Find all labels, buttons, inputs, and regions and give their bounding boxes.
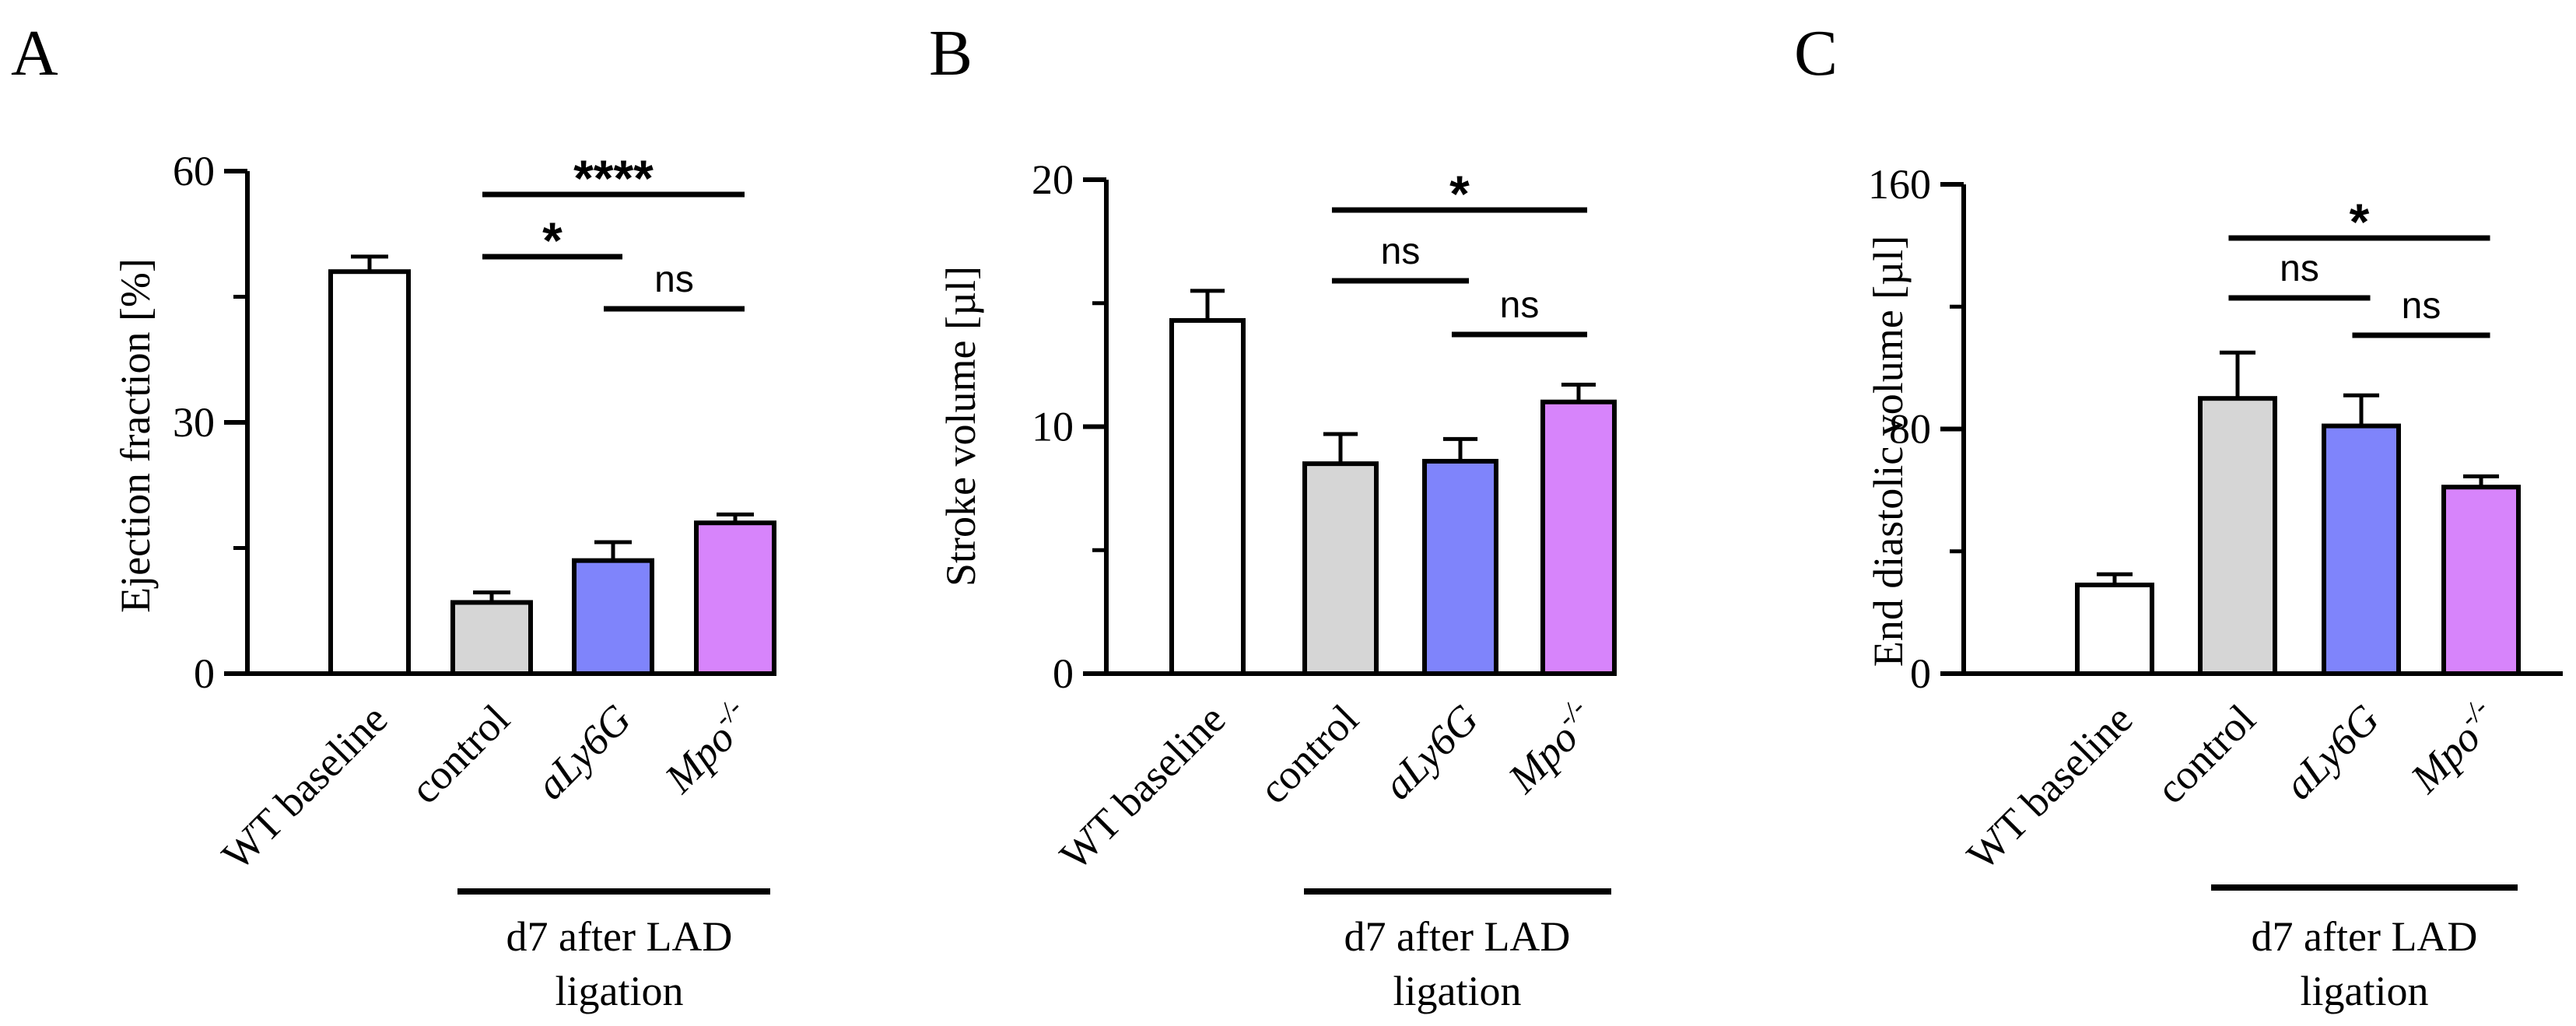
panel-letter: A (11, 17, 58, 89)
category-label: control (401, 695, 519, 813)
bar (2198, 396, 2277, 676)
category-label: aLy6G (1374, 695, 1487, 808)
panel-b: B 0 10 20 Stroke volume [µl] WT baseline contr… (929, 17, 1617, 1014)
y-tick-label: 30 (173, 399, 215, 446)
category-label: aLy6G (2275, 695, 2388, 808)
significance-label: ns (1381, 231, 1421, 272)
group-label-line1: d7 after LAD (2252, 913, 2478, 960)
bar (694, 520, 776, 677)
y-tick-label: 10 (1032, 404, 1074, 450)
y-tick-label: 0 (194, 650, 215, 697)
bar (1302, 461, 1379, 676)
category-label: control (2147, 695, 2265, 813)
bar (1169, 317, 1246, 676)
category-label: WT baseline (213, 695, 397, 879)
category-label: Mpo-/- (652, 692, 762, 802)
category-label: aLy6G (527, 695, 640, 808)
group-label-line2: ligation (1393, 968, 1522, 1014)
category-label: control (1250, 695, 1368, 813)
category-label: Mpo-/- (1495, 692, 1605, 802)
category-label: WT baseline (1051, 695, 1235, 879)
group-label-line1: d7 after LAD (1344, 913, 1571, 960)
y-axis-label: Ejection fraction [%] (112, 258, 159, 613)
significance-label: * (542, 212, 563, 269)
bar (2322, 423, 2401, 676)
category-label: WT baseline (1958, 695, 2142, 879)
panel-a: A 0 30 60 Ejection fraction [%] WT baseline co… (11, 17, 776, 1014)
significance-label: * (2350, 193, 2370, 250)
panel-c: C 0 80 160 End diastolic volume [µl] WT basel… (1794, 17, 2563, 1014)
y-axis-label: Stroke volume [µl] (938, 266, 984, 587)
category-label: Mpo-/- (2398, 692, 2508, 802)
panel-letter: B (929, 17, 973, 89)
y-tick-label: 160 (1868, 161, 1931, 208)
y-tick-label: 0 (1910, 650, 1931, 697)
bar (572, 558, 654, 677)
bar (2075, 582, 2154, 677)
significance-label: * (1449, 165, 1470, 222)
bar (1540, 399, 1617, 676)
bar (2441, 485, 2521, 676)
significance-label: ns (2280, 248, 2319, 289)
group-label-line2: ligation (2301, 968, 2429, 1014)
bar (450, 600, 533, 677)
group-label-line1: d7 after LAD (506, 913, 733, 960)
bar (328, 269, 411, 676)
group-label-line2: ligation (556, 968, 684, 1014)
y-tick-label: 0 (1053, 650, 1074, 697)
significance-label: ns (2402, 285, 2441, 327)
y-tick-label: 20 (1032, 156, 1074, 203)
y-axis-label: End diastolic volume [µl] (1865, 236, 1912, 667)
significance-label: ns (1500, 285, 1540, 326)
bar (1422, 458, 1498, 676)
significance-label: ns (654, 259, 694, 300)
y-tick-label: 80 (1889, 406, 1931, 453)
panel-letter: C (1794, 17, 1838, 89)
significance-label: **** (573, 149, 654, 207)
y-tick-label: 60 (173, 148, 215, 194)
